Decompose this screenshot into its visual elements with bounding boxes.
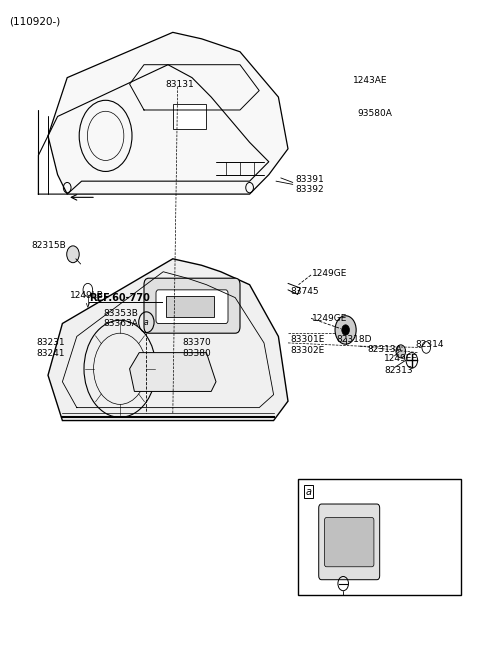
Circle shape: [396, 345, 406, 358]
Text: 83131: 83131: [166, 80, 194, 89]
FancyBboxPatch shape: [144, 278, 240, 333]
Text: (110920-): (110920-): [10, 16, 61, 26]
Text: 83745: 83745: [290, 287, 319, 296]
Text: 82318D: 82318D: [336, 334, 372, 344]
Text: REF.60-770: REF.60-770: [89, 292, 150, 303]
FancyBboxPatch shape: [319, 504, 380, 580]
Text: 83301E
83302E: 83301E 83302E: [290, 335, 325, 355]
Text: 93580A: 93580A: [358, 109, 393, 118]
FancyBboxPatch shape: [298, 479, 461, 595]
Text: 1249LB: 1249LB: [70, 291, 104, 300]
Circle shape: [67, 246, 79, 263]
Text: 83353B
83363A: 83353B 83363A: [103, 309, 138, 328]
Polygon shape: [48, 259, 288, 421]
Text: 83391
83392: 83391 83392: [295, 175, 324, 194]
Text: 82315B: 82315B: [31, 241, 66, 250]
FancyBboxPatch shape: [156, 290, 228, 324]
FancyBboxPatch shape: [166, 296, 214, 317]
Polygon shape: [130, 353, 216, 391]
FancyBboxPatch shape: [173, 104, 206, 129]
Polygon shape: [48, 32, 288, 194]
Text: a: a: [144, 318, 149, 327]
FancyBboxPatch shape: [324, 518, 374, 567]
Text: 82313: 82313: [384, 366, 413, 375]
Circle shape: [335, 316, 356, 344]
Text: 83231
83241: 83231 83241: [36, 338, 65, 358]
Text: 82313A: 82313A: [367, 345, 402, 354]
Text: 83370
83380: 83370 83380: [182, 338, 211, 358]
Circle shape: [342, 325, 349, 335]
Text: 1249GE: 1249GE: [312, 269, 348, 278]
Text: 82314: 82314: [415, 340, 444, 349]
Text: a: a: [305, 487, 311, 497]
Text: 1249GE: 1249GE: [312, 314, 348, 324]
Text: 1249EE: 1249EE: [384, 354, 418, 363]
Text: 1243AE: 1243AE: [353, 76, 387, 85]
